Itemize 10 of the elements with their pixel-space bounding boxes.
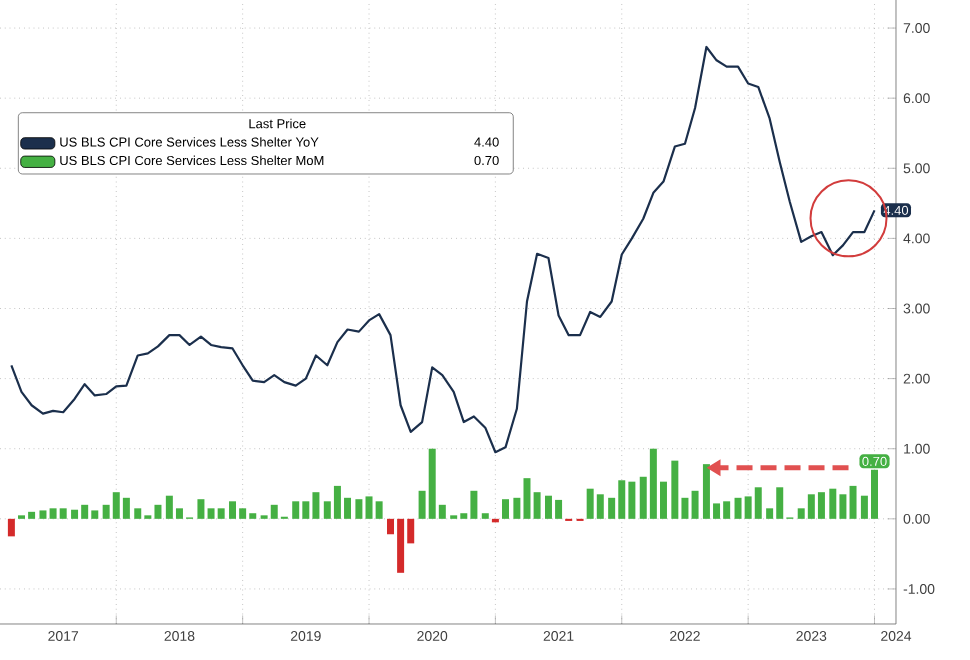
bar bbox=[849, 485, 857, 519]
bar bbox=[197, 499, 205, 519]
bar bbox=[533, 492, 541, 519]
bar bbox=[691, 490, 699, 519]
line-series bbox=[10, 45, 876, 454]
bar bbox=[481, 513, 489, 519]
bar bbox=[7, 518, 15, 537]
bar bbox=[355, 499, 363, 519]
bar bbox=[502, 499, 509, 519]
bar bbox=[39, 510, 47, 519]
